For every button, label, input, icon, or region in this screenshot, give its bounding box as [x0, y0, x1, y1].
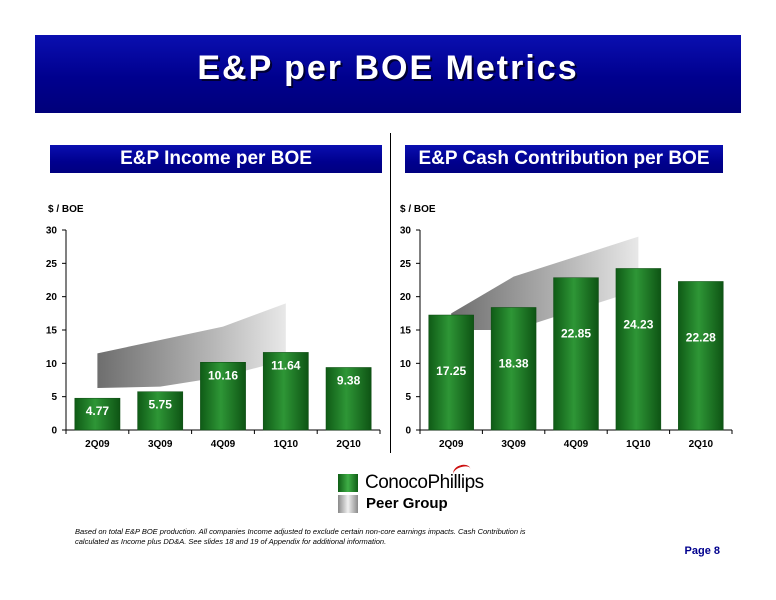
cash-x-tick-label: 3Q09: [501, 439, 526, 450]
cash-data-label: 24.23: [623, 317, 653, 331]
cash-data-label: 18.38: [499, 356, 529, 370]
cash-y-tick-label: 0: [405, 426, 411, 437]
cash-bar: [615, 268, 662, 431]
income-y-tick-label: 5: [51, 392, 57, 403]
income-data-label: 5.75: [149, 398, 173, 412]
cash-data-label: 17.25: [436, 364, 466, 378]
cash-x-tick-label: 1Q10: [626, 439, 651, 450]
cash-peer-band: [451, 236, 639, 330]
income-chart: 0 5 10 15 20 25 30 4.77 5.75 10.16 11.64 9.38 2Q09 3Q…: [46, 226, 381, 450]
income-x-tick-label: 1Q10: [274, 439, 299, 450]
chart-title-income: E&P Income per BOE: [50, 145, 382, 173]
income-bar: [325, 367, 372, 431]
page-number: Page 8: [684, 545, 720, 557]
income-y-tick-label: 30: [46, 226, 58, 237]
cash-y-tick-label: 5: [405, 392, 411, 403]
income-bar: [74, 397, 121, 431]
footnote: Based on total E&P BOE production. All c…: [75, 527, 526, 546]
cash-y-tick-label: 15: [400, 326, 412, 337]
income-x-tick-label: 4Q09: [211, 439, 236, 450]
cash-data-label: 22.85: [561, 327, 591, 341]
income-x-tick-label: 3Q09: [148, 439, 173, 450]
legend-swatch-peer: [338, 495, 358, 513]
income-bar: [200, 362, 246, 431]
cash-chart: 0 5 10 15 20 25 30 17.25 18.38 22.85 24.23 22.28 2Q0…: [400, 226, 733, 450]
cash-x-tick-label: 2Q09: [439, 439, 464, 450]
cash-y-tick-label: 10: [400, 359, 412, 370]
ylabel-income: $ / BOE: [48, 204, 84, 215]
cash-x-tick-label: 4Q09: [564, 439, 589, 450]
income-y-tick-label: 0: [51, 426, 57, 437]
cash-bar: [678, 281, 724, 431]
income-x-tick-label: 2Q10: [336, 439, 361, 450]
cash-x-tick-label: 2Q10: [689, 439, 714, 450]
income-bar: [262, 352, 309, 431]
cash-y-tick-label: 25: [400, 259, 412, 270]
income-data-label: 4.77: [86, 404, 110, 418]
income-bar: [137, 391, 184, 431]
income-y-tick-label: 10: [46, 359, 58, 370]
chart-title-cash: E&P Cash Contribution per BOE: [405, 145, 723, 173]
income-data-label: 10.16: [208, 368, 238, 382]
conocophillips-logo: ConocoPhillips: [365, 472, 484, 493]
slide-title: E&P per BOE Metrics: [197, 49, 579, 87]
cash-y-tick-label: 20: [400, 292, 412, 303]
ylabel-cash: $ / BOE: [400, 204, 436, 215]
income-data-label: 11.64: [271, 358, 301, 372]
income-y-tick-label: 25: [46, 259, 58, 270]
income-peer-band: [97, 303, 286, 388]
legend-label-peer: Peer Group: [366, 495, 448, 512]
cash-bar: [428, 314, 474, 431]
income-data-label: 9.38: [337, 373, 361, 387]
cash-y-tick-label: 30: [400, 226, 412, 237]
panel-divider: [390, 133, 391, 453]
income-y-tick-label: 20: [46, 292, 58, 303]
legend-swatch-company: [338, 474, 358, 492]
title-banner: E&P per BOE Metrics: [35, 35, 741, 113]
cash-bar: [553, 277, 599, 431]
income-y-tick-label: 15: [46, 326, 58, 337]
income-x-tick-label: 2Q09: [85, 439, 110, 450]
cash-bar: [490, 307, 537, 431]
cash-data-label: 22.28: [686, 330, 716, 344]
